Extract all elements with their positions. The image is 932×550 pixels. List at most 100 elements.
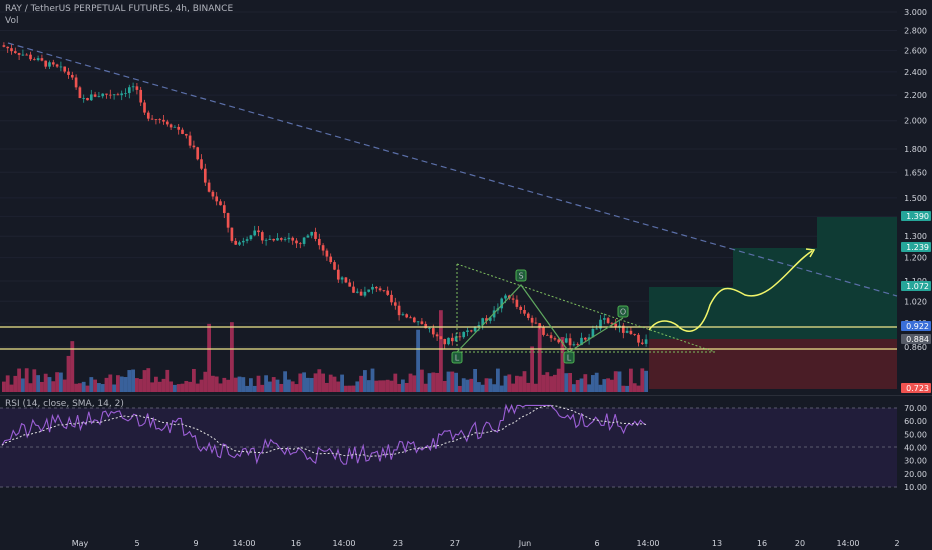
candle-body (257, 230, 260, 233)
candle-body (621, 325, 625, 333)
candle-body (70, 74, 74, 78)
volume-bar (9, 384, 14, 392)
volume-bar (522, 371, 527, 392)
candle-body (382, 290, 386, 292)
candle-body (154, 119, 158, 120)
time-tick-label: May (72, 539, 89, 548)
volume-bar (412, 375, 417, 392)
volume-bar (203, 371, 208, 392)
downtrend-line[interactable] (7, 42, 898, 297)
volume-bar (32, 369, 37, 392)
rsi-axis[interactable]: 70.00 60.00 50.00 40.00 30.00 20.00 10.00 (904, 404, 927, 492)
candle-body (371, 286, 374, 290)
volume-bar (66, 355, 71, 392)
volume-bar (359, 375, 363, 392)
pattern-label-o[interactable]: O (617, 305, 629, 318)
candle-body (564, 338, 568, 343)
svg-text:0.922: 0.922 (906, 322, 929, 331)
volume-bar (473, 368, 477, 392)
volume-bar (17, 368, 21, 392)
volume-bar (2, 381, 6, 392)
volume-bar (613, 371, 618, 392)
volume-bar (207, 323, 211, 392)
candle-body (538, 323, 542, 327)
triangle-pattern[interactable] (456, 263, 716, 353)
volume-bar (283, 371, 287, 392)
candle-body (276, 238, 279, 241)
pattern-label-l2[interactable]: L (563, 351, 575, 364)
candle-body (295, 240, 298, 244)
candle-body (336, 269, 340, 280)
rsi-pane[interactable] (0, 403, 897, 488)
volume-bar (89, 377, 94, 392)
candle-body (51, 62, 55, 65)
volume-bar (150, 382, 154, 392)
price-tag: 0.922 (901, 321, 931, 331)
volume-bar (534, 383, 538, 392)
time-tick-label: Jun (518, 539, 532, 548)
candle-body (101, 93, 105, 97)
volume-bar (290, 381, 295, 392)
stop-zone-1 (649, 339, 733, 389)
time-tick-label: 5 (134, 539, 139, 548)
volume-bar (507, 374, 512, 392)
candle-body (177, 126, 181, 130)
price-tick-label: 2.800 (904, 26, 927, 35)
price-tick-label: 1.650 (904, 168, 927, 177)
volume-bar (541, 374, 546, 392)
candle-body (481, 318, 485, 326)
candle-body (629, 330, 633, 334)
price-tick-label: 1.200 (904, 254, 927, 263)
candle-body (340, 277, 344, 280)
volume-bar (393, 373, 398, 392)
volume-bar (629, 368, 633, 392)
volume-bar (294, 384, 299, 392)
svg-text:1.239: 1.239 (906, 243, 929, 252)
projected-path[interactable] (648, 250, 813, 332)
volume-bar (131, 369, 135, 392)
main-pane[interactable]: L S L O (0, 0, 898, 394)
volume-bar (515, 375, 519, 392)
volume-bar (146, 368, 151, 392)
volume-bar (416, 329, 420, 392)
volume-bar (40, 381, 44, 392)
candle-body (504, 295, 507, 299)
volume-bar (461, 378, 466, 392)
time-axis[interactable]: May 5 9 14:00 16 14:00 23 27 Jun 6 14:00 13 16 20 14:0… (72, 539, 900, 548)
candle-body (477, 325, 481, 327)
candle-body (6, 46, 10, 49)
pattern-label-s[interactable]: S (515, 269, 527, 282)
volume-bar (249, 378, 253, 392)
rsi-ma-line (1, 405, 647, 457)
volume-bar (245, 385, 249, 392)
volume-bar (195, 383, 200, 392)
volume-bar (165, 369, 170, 392)
candle-body (93, 94, 97, 97)
price-tick-label: 2.400 (904, 68, 927, 77)
price-axis[interactable]: 3.000 2.800 2.600 2.400 2.200 2.000 1.800 1.650… (904, 8, 927, 352)
candle-body (17, 53, 21, 55)
time-tick-label: 6 (594, 539, 599, 548)
candle-body (397, 305, 401, 316)
volume-bar (526, 382, 531, 392)
candle-body (420, 321, 424, 324)
candle-body (583, 337, 587, 340)
rsi-tick-label: 50.00 (904, 430, 927, 439)
volume-bar (602, 379, 607, 392)
volume-bar (340, 374, 344, 392)
candle-body (523, 309, 526, 314)
candle-body (306, 235, 310, 238)
candle-body (310, 231, 314, 236)
candle-body (2, 45, 6, 47)
pattern-label-l1[interactable]: L (451, 351, 463, 364)
candle-body (580, 337, 583, 346)
volume-bar (545, 372, 550, 392)
volume-bar (420, 369, 424, 392)
candle-body (74, 77, 78, 88)
candle-body (112, 94, 116, 96)
candle-body (401, 314, 405, 316)
volume-bar (264, 375, 268, 392)
candle-body (188, 135, 192, 146)
volume-bar (78, 383, 82, 392)
